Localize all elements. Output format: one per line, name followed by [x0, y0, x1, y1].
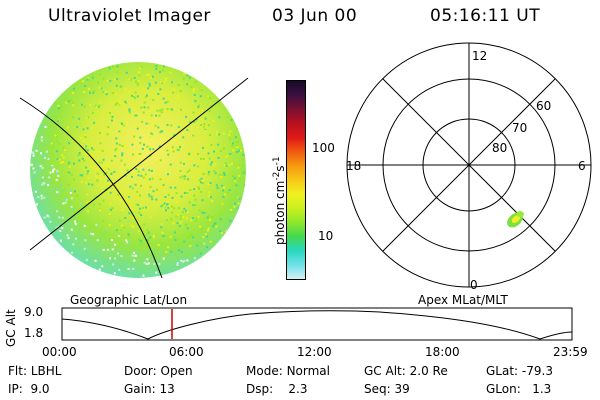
observation-date: 03 Jun 00 [272, 6, 358, 26]
lat-circle-70 [382, 78, 556, 252]
geo-coords-title: Geographic Lat/Lon [70, 293, 188, 307]
timeline-frame [61, 307, 573, 341]
lat-circle-60 [346, 42, 592, 288]
time-tick-0600: 06:00 [169, 345, 204, 359]
mlt-diagonal-1 [382, 78, 556, 252]
glon-status: GLon: 1.3 [486, 382, 552, 396]
geo-grid-lines [19, 77, 249, 279]
observation-time: 05:16:11 UT [430, 6, 541, 26]
color-scale-bar [286, 80, 306, 280]
time-tick-1200: 12:00 [297, 345, 332, 359]
mlt-label-18: 18 [346, 159, 361, 173]
colorbar-unit-label: photon cm-2s-1 [272, 156, 287, 245]
time-tick-1800: 18:00 [425, 345, 460, 359]
gc-alt-tick-low: 1.8 [24, 326, 44, 340]
gc-alt-status: GC Alt: 2.0 Re [364, 364, 448, 378]
seq-status: Seq: 39 [364, 382, 410, 396]
dsp-status: Dsp: 2.3 [246, 382, 308, 396]
lat-label-70: 70 [512, 121, 527, 135]
lat-label-80: 80 [492, 141, 507, 155]
lat-label-60: 60 [536, 99, 551, 113]
mlt-label-0: 0 [470, 278, 478, 292]
time-tick-2359: 23:59 [553, 345, 588, 359]
lat-circle-80 [422, 118, 516, 212]
instrument-title: Ultraviolet Imager [48, 6, 211, 26]
gain-status: Gain: 13 [124, 382, 175, 396]
time-tick-0000: 00:00 [42, 345, 77, 359]
auroral-spot [507, 211, 524, 228]
gc-alt-axis-title: GC Alt [4, 309, 18, 347]
ip-status: IP: 9.0 [8, 382, 50, 396]
image-disk [30, 62, 246, 278]
mlt-diagonal-2 [382, 78, 556, 252]
apex-coords-title: Apex MLat/MLT [418, 293, 508, 307]
mode-status: Mode: Normal [246, 364, 330, 378]
gc-alt-curve [61, 310, 573, 340]
mlt-label-6: 6 [578, 159, 586, 173]
mlt-label-12: 12 [472, 49, 487, 63]
door-status: Door: Open [124, 364, 193, 378]
colorbar-tick-10: 10 [318, 229, 334, 243]
colorbar-tick-100: 100 [312, 141, 335, 155]
filter-status: Flt: LBHL [8, 364, 62, 378]
gc-alt-tick-high: 9.0 [24, 305, 44, 319]
glat-status: GLat: -79.3 [486, 364, 553, 378]
